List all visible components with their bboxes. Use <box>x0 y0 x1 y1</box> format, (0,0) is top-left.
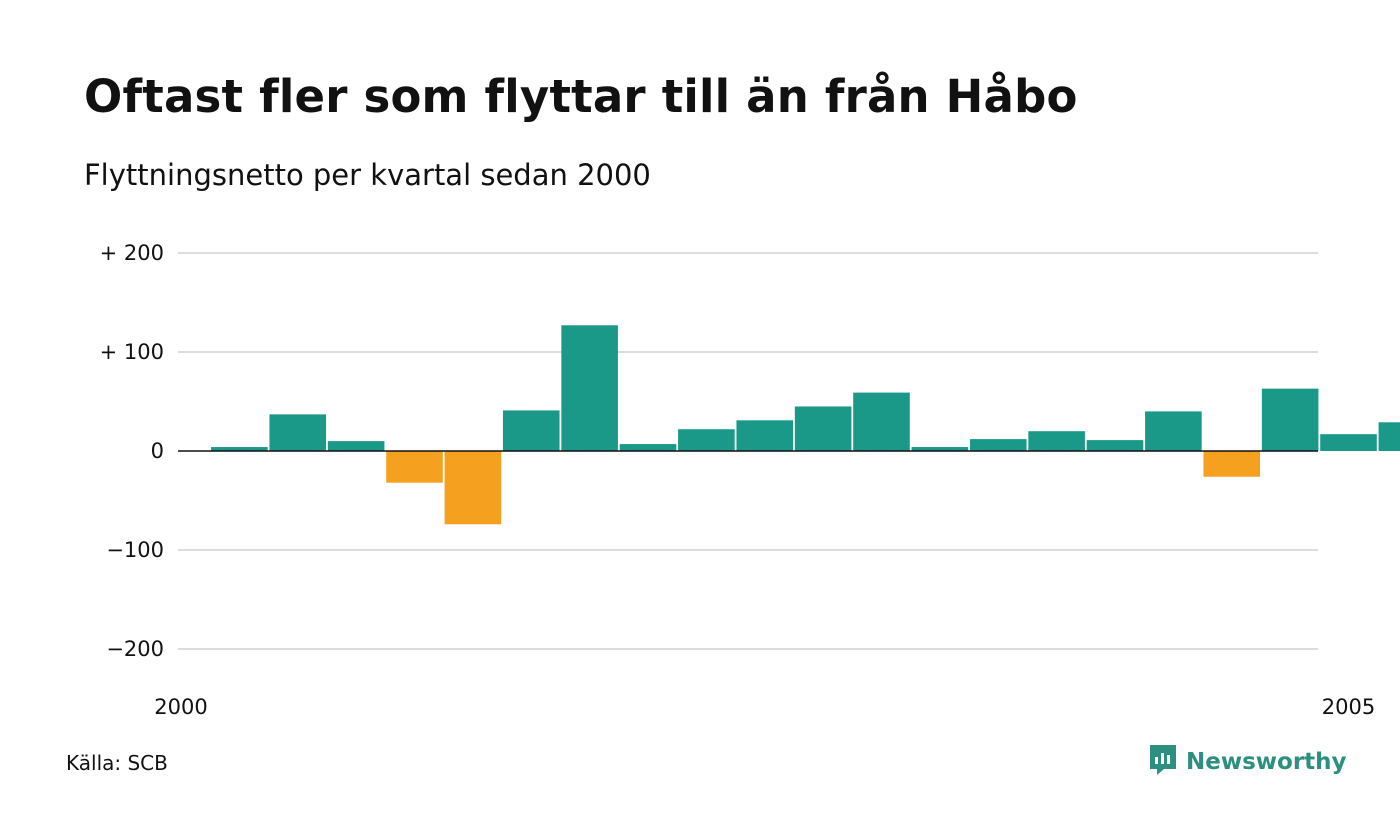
y-tick-label: 0 <box>151 439 164 463</box>
source-note: Källa: SCB <box>66 751 168 775</box>
y-tick-label: + 200 <box>100 241 164 265</box>
bar <box>1086 440 1144 451</box>
y-tick-label: + 100 <box>100 340 164 364</box>
bar <box>502 410 560 451</box>
bar <box>911 447 969 451</box>
y-axis-ticks: + 200 + 100 0 −100 −200 <box>100 241 164 661</box>
bar <box>269 414 327 451</box>
brand[interactable]: Newsworthy <box>1148 743 1347 781</box>
bar <box>1145 411 1202 451</box>
x-tick-label: 2005 <box>1322 695 1375 719</box>
y-tick-label: −100 <box>106 538 164 562</box>
bar <box>1203 451 1261 477</box>
chart-title: Oftast fler som flyttar till än från Håb… <box>84 70 1078 123</box>
bar <box>1378 422 1400 451</box>
bar <box>678 429 735 451</box>
bar <box>1028 431 1085 451</box>
bar <box>1320 434 1377 451</box>
bars <box>211 325 1400 525</box>
chart-subtitle: Flyttningsnetto per kvartal sedan 2000 <box>84 158 651 192</box>
bar <box>1261 388 1319 451</box>
bar <box>736 420 794 451</box>
newsworthy-logo-icon <box>1148 743 1178 781</box>
x-axis-ticks: 20002005201020152020 <box>154 695 1375 719</box>
bar <box>619 444 677 451</box>
brand-name: Newsworthy <box>1186 749 1347 775</box>
gridlines <box>178 252 1318 650</box>
bar <box>327 441 385 451</box>
bar <box>386 451 443 483</box>
bar <box>794 406 852 451</box>
bar <box>211 447 268 451</box>
bar <box>853 392 910 451</box>
x-tick-label: 2000 <box>154 695 207 719</box>
bar <box>969 439 1027 451</box>
y-tick-label: −200 <box>106 637 164 661</box>
bar <box>444 451 502 525</box>
bar <box>561 325 618 451</box>
